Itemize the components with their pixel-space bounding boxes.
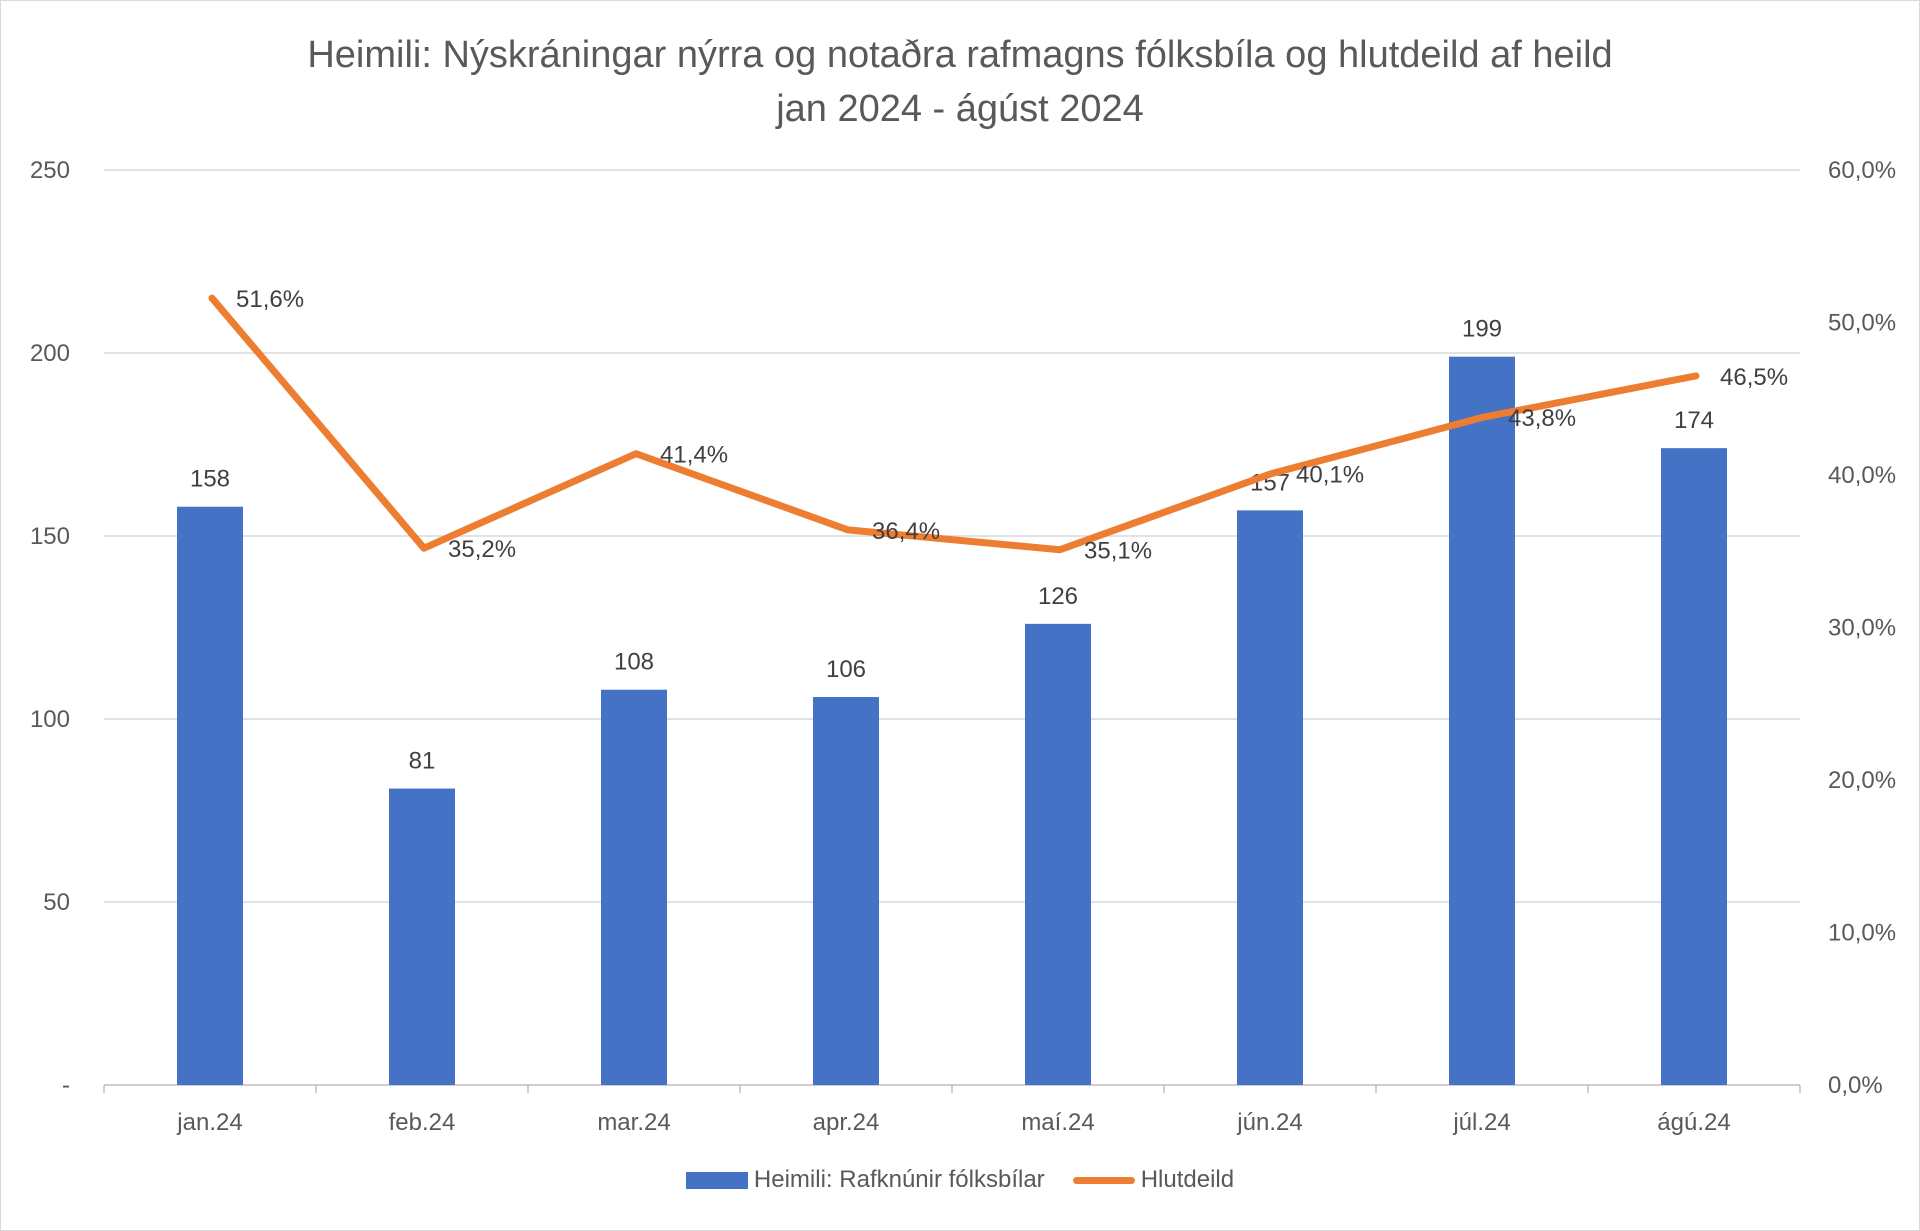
x-axis: jan.24 feb.24 mar.24 apr.24 maí.24 jún.24 júl.… [103, 1084, 1801, 1136]
line-data-label: 40,1% [1296, 461, 1364, 488]
bar [1237, 510, 1303, 1085]
line-data-label: 35,2% [448, 536, 516, 563]
chart-title: Heimili: Nýskráningar nýrra og notaðra r… [307, 34, 1613, 76]
bar [1025, 623, 1091, 1085]
bar-series [177, 356, 1727, 1086]
bar-data-label: 126 [1038, 583, 1078, 610]
bar-data-label: 174 [1674, 407, 1714, 434]
legend: Heimili: Rafknúnir fólksbílar Hlutdeild [0, 1166, 1920, 1194]
chart-subtitle: jan 2024 - ágúst 2024 [776, 88, 1144, 130]
bar [601, 689, 667, 1085]
y-left-tick-label: 100 [30, 706, 70, 733]
y-right-tick-label: 10,0% [1828, 920, 1896, 947]
y-right-tick-label: 20,0% [1828, 767, 1896, 794]
y-right-tick-label: 40,0% [1828, 462, 1896, 489]
line-data-label: 41,4% [660, 442, 728, 469]
bar-data-label: 81 [409, 748, 436, 775]
legend-item-bars: Heimili: Rafknúnir fólksbílar [685, 1166, 1045, 1194]
line-series [208, 294, 1700, 554]
y-axis-left: - 50 100 150 200 250 [30, 157, 70, 1099]
line-data-label: 43,8% [1508, 405, 1576, 432]
y-right-tick-label: 60,0% [1828, 157, 1896, 184]
x-tick-label: jún.24 [1236, 1109, 1302, 1136]
y-left-tick-label: 150 [30, 523, 70, 550]
bar-data-label: 106 [826, 656, 866, 683]
x-tick-label: maí.24 [1021, 1109, 1094, 1136]
legend-swatch-bar [685, 1171, 748, 1189]
x-tick-label: ágú.24 [1657, 1109, 1730, 1136]
bar [1449, 356, 1515, 1085]
line-data-labels: 51,6% 35,2% 41,4% 36,4% 35,1% 40,1% 43,8% 46,5% [236, 286, 1788, 565]
x-tick-label: apr.24 [813, 1109, 880, 1136]
bar-data-label: 108 [614, 649, 654, 676]
y-right-tick-label: 30,0% [1828, 615, 1896, 642]
x-tick-label: mar.24 [597, 1109, 670, 1136]
x-tick-label: feb.24 [389, 1109, 456, 1136]
y-right-tick-label: 0,0% [1828, 1072, 1883, 1099]
bar [177, 506, 243, 1086]
x-tick-label: jan.24 [176, 1109, 242, 1136]
legend-label-line: Hlutdeild [1140, 1166, 1235, 1193]
bar [1661, 448, 1727, 1085]
y-right-tick-label: 50,0% [1828, 310, 1896, 337]
gridlines [104, 169, 1800, 903]
line-data-label: 35,1% [1084, 538, 1152, 565]
line-path [208, 294, 1700, 554]
bar-data-label: 199 [1462, 316, 1502, 343]
line-data-label: 36,4% [872, 518, 940, 545]
line-data-label: 46,5% [1720, 364, 1788, 391]
x-tick-label: júl.24 [1452, 1109, 1510, 1136]
chart-title-block: Heimili: Nýskráningar nýrra og notaðra r… [0, 28, 1920, 136]
legend-label-bars: Heimili: Rafknúnir fólksbílar [753, 1166, 1045, 1193]
bar-data-label: 158 [190, 466, 230, 493]
y-left-tick-label: 200 [30, 340, 70, 367]
bar [813, 697, 879, 1085]
y-left-tick-label: - [62, 1072, 70, 1099]
y-axis-right: 0,0% 10,0% 20,0% 30,0% 40,0% 50,0% 60,0% [1828, 157, 1896, 1099]
y-left-tick-label: 250 [30, 157, 70, 184]
y-left-tick-label: 50 [43, 889, 70, 916]
bar [389, 788, 455, 1085]
line-data-label: 51,6% [236, 286, 304, 313]
legend-item-line: Hlutdeild [1072, 1166, 1235, 1194]
legend-swatch-line [1072, 1176, 1135, 1184]
